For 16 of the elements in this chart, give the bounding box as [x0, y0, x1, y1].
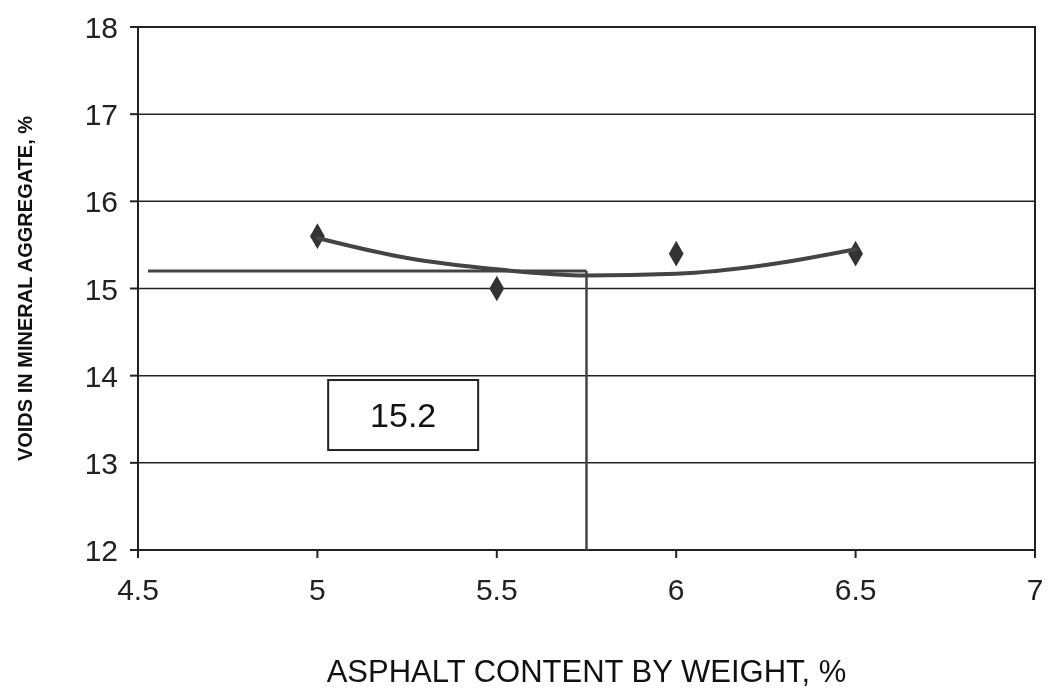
x-tick-label: 4.5 — [117, 573, 159, 606]
x-tick-label: 5.5 — [475, 573, 518, 606]
x-tick-label: 6 — [667, 573, 685, 606]
y-axis-title: VOIDS IN MINERAL AGGREGATE, % — [14, 115, 36, 462]
y-tick-label: 15 — [84, 272, 118, 306]
x-tick-label: 6.5 — [834, 573, 877, 606]
y-tick-label: 13 — [84, 446, 118, 480]
y-tick-label: 14 — [84, 359, 118, 393]
y-tick-label: 18 — [84, 11, 118, 44]
y-tick-label: 12 — [84, 534, 118, 567]
x-axis-title: ASPHALT CONTENT BY WEIGHT, % — [326, 654, 847, 689]
x-tick-label: 7 — [1026, 573, 1044, 606]
y-tick-label: 16 — [84, 185, 118, 219]
y-tick-label: 17 — [84, 98, 118, 132]
annotation: 15.2 — [370, 396, 437, 435]
x-tick-label: 5 — [309, 573, 326, 606]
